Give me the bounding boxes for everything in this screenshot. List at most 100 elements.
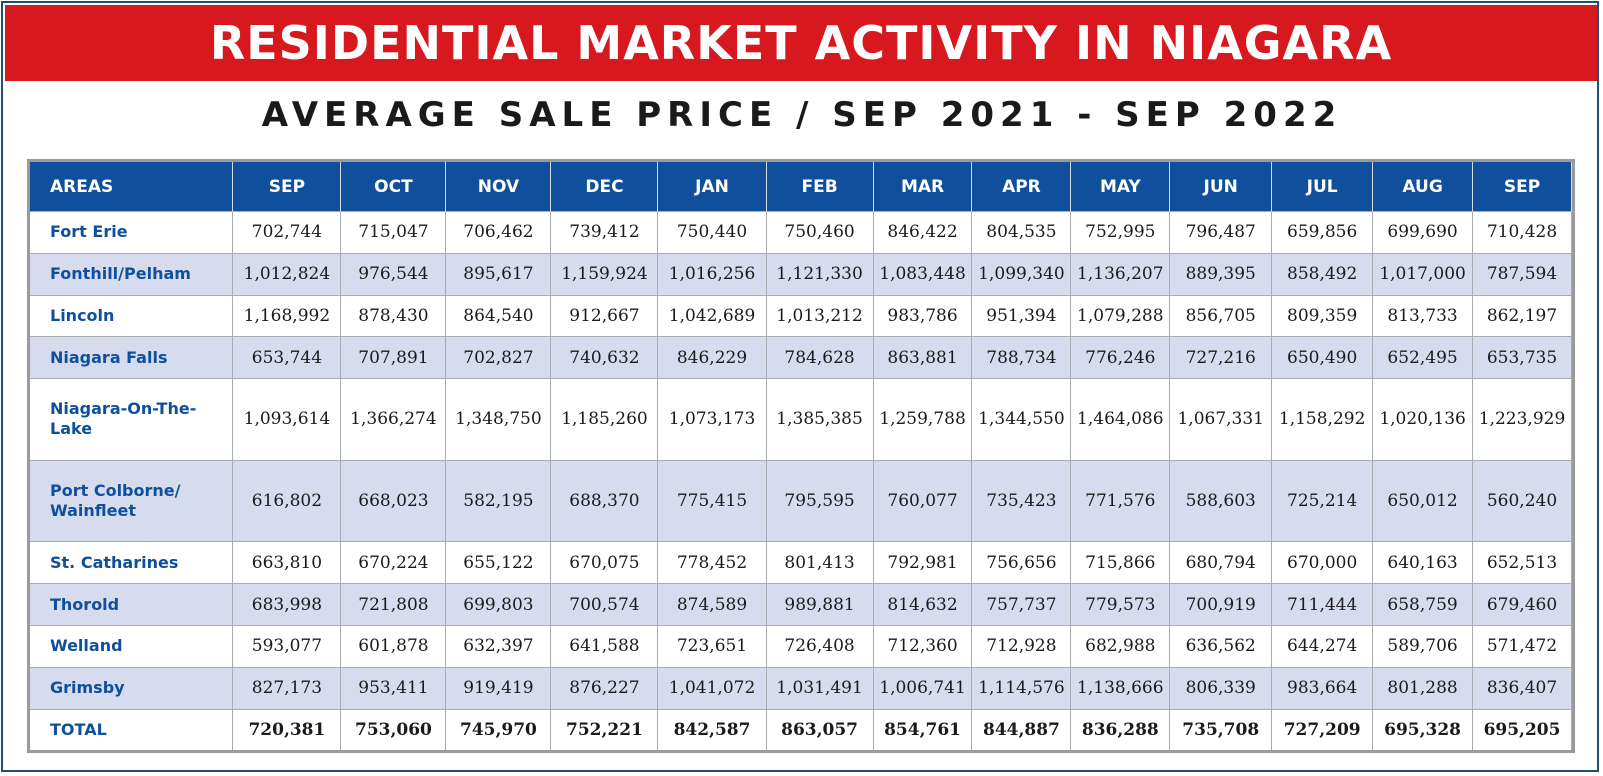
price-cell: 1,083,448 <box>873 252 973 296</box>
area-name-cell: Niagara-On-The-Lake <box>30 378 234 461</box>
price-cell: 809,359 <box>1271 294 1374 337</box>
price-cell: 750,460 <box>766 211 874 254</box>
price-cell: 775,415 <box>657 459 767 542</box>
price-cell: 1,079,288 <box>1070 294 1171 337</box>
price-cell: 659,856 <box>1271 211 1374 254</box>
price-cell: 715,866 <box>1070 541 1171 584</box>
column-header-month: JAN <box>657 162 767 212</box>
total-price-cell: 863,057 <box>766 708 874 750</box>
column-header-areas: AREAS <box>30 162 234 212</box>
total-price-cell: 836,288 <box>1070 708 1171 750</box>
price-cell: 1,013,212 <box>766 294 874 337</box>
price-cell: 846,422 <box>873 211 973 254</box>
price-cell: 560,240 <box>1472 459 1572 542</box>
price-cell: 806,339 <box>1169 666 1273 710</box>
price-cell: 856,705 <box>1169 294 1273 337</box>
price-cell: 663,810 <box>232 541 342 584</box>
price-cell: 658,759 <box>1372 583 1474 626</box>
price-cell: 846,229 <box>657 336 767 379</box>
table-body: Fort Erie 702,744 715,047 706,462 739,412 750… <box>30 211 1572 750</box>
price-cell: 706,462 <box>445 211 552 254</box>
price-cell: 699,690 <box>1372 211 1474 254</box>
price-cell: 1,031,491 <box>766 666 874 710</box>
price-cell: 699,803 <box>445 583 552 626</box>
price-cell: 652,495 <box>1372 336 1474 379</box>
price-cell: 740,632 <box>550 336 659 379</box>
price-cell: 752,995 <box>1070 211 1171 254</box>
price-cell: 707,891 <box>340 336 447 379</box>
column-header-month: DEC <box>550 162 659 212</box>
table-row: Fort Erie 702,744 715,047 706,462 739,412 750… <box>30 211 1572 254</box>
price-cell: 735,423 <box>971 459 1072 542</box>
table-row: Port Colborne/ Wainfleet 616,802 668,023 58… <box>30 459 1572 542</box>
area-name-cell: Niagara Falls <box>30 336 234 379</box>
price-cell: 827,173 <box>232 666 342 710</box>
price-cell: 1,185,260 <box>550 378 659 461</box>
total-price-cell: 854,761 <box>873 708 973 750</box>
total-label-cell: TOTAL <box>30 708 234 750</box>
price-cell: 700,919 <box>1169 583 1273 626</box>
price-cell: 1,168,992 <box>232 294 342 337</box>
page-subtitle: AVERAGE SALE PRICE / SEP 2021 - SEP 2022 <box>261 95 1343 135</box>
price-cell: 750,440 <box>657 211 767 254</box>
price-cell: 688,370 <box>550 459 659 542</box>
area-name-cell: Port Colborne/ Wainfleet <box>30 459 234 542</box>
price-cell: 682,988 <box>1070 625 1171 668</box>
price-cell: 1,344,550 <box>971 378 1072 461</box>
total-row: TOTAL 720,381 753,060 745,970 752,221 842,587… <box>30 708 1572 750</box>
price-cell: 593,077 <box>232 625 342 668</box>
table-row: Grimsby 827,173 953,411 919,419 876,227 1,041… <box>30 666 1572 710</box>
price-cell: 864,540 <box>445 294 552 337</box>
page-title: RESIDENTIAL MARKET ACTIVITY IN NIAGARA <box>5 5 1597 81</box>
table-row: St. Catharines 663,810 670,224 655,122 670,0… <box>30 541 1572 584</box>
price-cell: 668,023 <box>340 459 447 542</box>
price-cell: 1,259,788 <box>873 378 973 461</box>
price-cell: 571,472 <box>1472 625 1572 668</box>
area-name-cell: Fonthill/Pelham <box>30 252 234 296</box>
price-cell: 1,041,072 <box>657 666 767 710</box>
price-cell: 1,464,086 <box>1070 378 1171 461</box>
price-cell: 1,042,689 <box>657 294 767 337</box>
price-cell: 757,737 <box>971 583 1072 626</box>
price-cell: 1,114,576 <box>971 666 1072 710</box>
price-cell: 702,744 <box>232 211 342 254</box>
price-cell: 650,012 <box>1372 459 1474 542</box>
price-cell: 779,573 <box>1070 583 1171 626</box>
area-name-cell: Fort Erie <box>30 211 234 254</box>
price-cell: 711,444 <box>1271 583 1374 626</box>
price-cell: 771,576 <box>1070 459 1171 542</box>
price-cell: 792,981 <box>873 541 973 584</box>
column-header-month: OCT <box>340 162 447 212</box>
price-cell: 804,535 <box>971 211 1072 254</box>
price-cell: 836,407 <box>1472 666 1572 710</box>
price-cell: 1,159,924 <box>550 252 659 296</box>
price-cell: 670,000 <box>1271 541 1374 584</box>
column-header-month: JUL <box>1271 162 1374 212</box>
price-cell: 776,246 <box>1070 336 1171 379</box>
price-cell: 1,020,136 <box>1372 378 1474 461</box>
price-cell: 1,158,292 <box>1271 378 1374 461</box>
price-cell: 814,632 <box>873 583 973 626</box>
price-cell: 601,878 <box>340 625 447 668</box>
price-cell: 895,617 <box>445 252 552 296</box>
table-header-row: AREAS SEP OCT NOV DEC JAN FEB MAR APR MAY JUN JUL AU… <box>30 162 1572 212</box>
price-cell: 670,075 <box>550 541 659 584</box>
price-cell: 862,197 <box>1472 294 1572 337</box>
price-cell: 683,998 <box>232 583 342 626</box>
price-cell: 813,733 <box>1372 294 1474 337</box>
price-cell: 983,786 <box>873 294 973 337</box>
price-cell: 1,016,256 <box>657 252 767 296</box>
price-cell: 582,195 <box>445 459 552 542</box>
price-cell: 588,603 <box>1169 459 1273 542</box>
area-name-cell: Welland <box>30 625 234 668</box>
price-cell: 795,595 <box>766 459 874 542</box>
price-cell: 1,136,207 <box>1070 252 1171 296</box>
column-header-month: JUN <box>1169 162 1273 212</box>
area-name-cell: Thorold <box>30 583 234 626</box>
column-header-month: MAR <box>873 162 973 212</box>
price-cell: 589,706 <box>1372 625 1474 668</box>
price-cell: 796,487 <box>1169 211 1273 254</box>
price-cell: 976,544 <box>340 252 447 296</box>
price-cell: 715,047 <box>340 211 447 254</box>
price-cell: 1,121,330 <box>766 252 874 296</box>
